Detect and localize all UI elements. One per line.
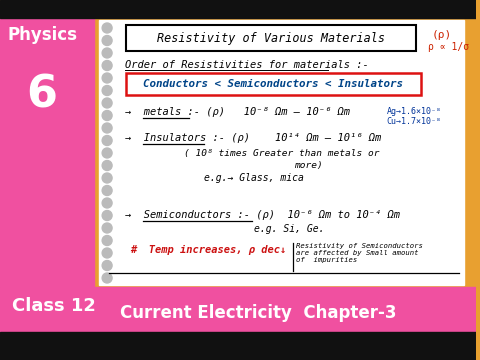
Text: →  Semiconductors :- (ρ)  10⁻⁶ Ωm to 10⁻⁴ Ωm: → Semiconductors :- (ρ) 10⁻⁶ Ωm to 10⁻⁴ … [125,210,400,220]
Bar [0,0,476,18]
Text: 6: 6 [26,73,57,117]
Text: Cu→1.7×10⁻⁸: Cu→1.7×10⁻⁸ [387,117,442,126]
Text: (ρ): (ρ) [432,30,452,40]
Circle shape [102,73,112,83]
Text: Ag→1.6×10⁻⁸: Ag→1.6×10⁻⁸ [387,107,442,116]
FancyBboxPatch shape [126,73,420,95]
Circle shape [102,148,112,158]
Text: Resistivity of Various Materials: Resistivity of Various Materials [157,32,385,45]
Circle shape [102,211,112,220]
Text: Conductors < Semiconductors < Insulators: Conductors < Semiconductors < Insulators [143,79,403,89]
Text: Order of Resistivities for materials :-: Order of Resistivities for materials :- [125,60,369,70]
Circle shape [102,261,112,270]
FancyBboxPatch shape [126,25,416,51]
Circle shape [102,235,112,246]
Circle shape [102,173,112,183]
Text: →  Insulators :- (ρ)    10¹⁴ Ωm – 10¹⁶ Ωm: → Insulators :- (ρ) 10¹⁴ Ωm – 10¹⁶ Ωm [125,133,381,143]
Bar [0,287,476,332]
Text: Class 12: Class 12 [12,297,96,315]
Circle shape [102,86,112,95]
Bar [0,18,94,287]
Circle shape [102,98,112,108]
Circle shape [102,135,112,145]
Text: #  Temp increases, ρ dec↓: # Temp increases, ρ dec↓ [130,245,286,255]
Circle shape [102,248,112,258]
Text: →  metals :- (ρ)   10⁻⁸ Ωm – 10⁻⁶ Ωm: → metals :- (ρ) 10⁻⁸ Ωm – 10⁻⁶ Ωm [125,107,350,117]
Text: ρ ∝ 1/σ: ρ ∝ 1/σ [429,42,469,52]
Circle shape [14,67,70,123]
Circle shape [102,123,112,133]
Text: Physics: Physics [8,26,78,44]
Bar [0,332,476,360]
Text: ( 10⁸ times Greater than metals or: ( 10⁸ times Greater than metals or [184,149,380,158]
Circle shape [102,23,112,33]
Circle shape [102,60,112,71]
Text: more): more) [294,161,323,170]
Circle shape [102,273,112,283]
Bar [99,20,464,285]
Text: e.g.→ Glass, mica: e.g.→ Glass, mica [204,173,304,183]
Circle shape [102,161,112,171]
Circle shape [102,48,112,58]
Circle shape [102,111,112,121]
Circle shape [102,185,112,195]
Circle shape [102,223,112,233]
Circle shape [102,36,112,45]
Text: Current Electricity  Chapter-3: Current Electricity Chapter-3 [120,304,396,322]
Circle shape [102,198,112,208]
Text: e.g. Si, Ge.: e.g. Si, Ge. [254,224,324,234]
Text: Resistivity of Semiconductors
are affected by Small amount
of  impurities: Resistivity of Semiconductors are affect… [296,243,422,264]
